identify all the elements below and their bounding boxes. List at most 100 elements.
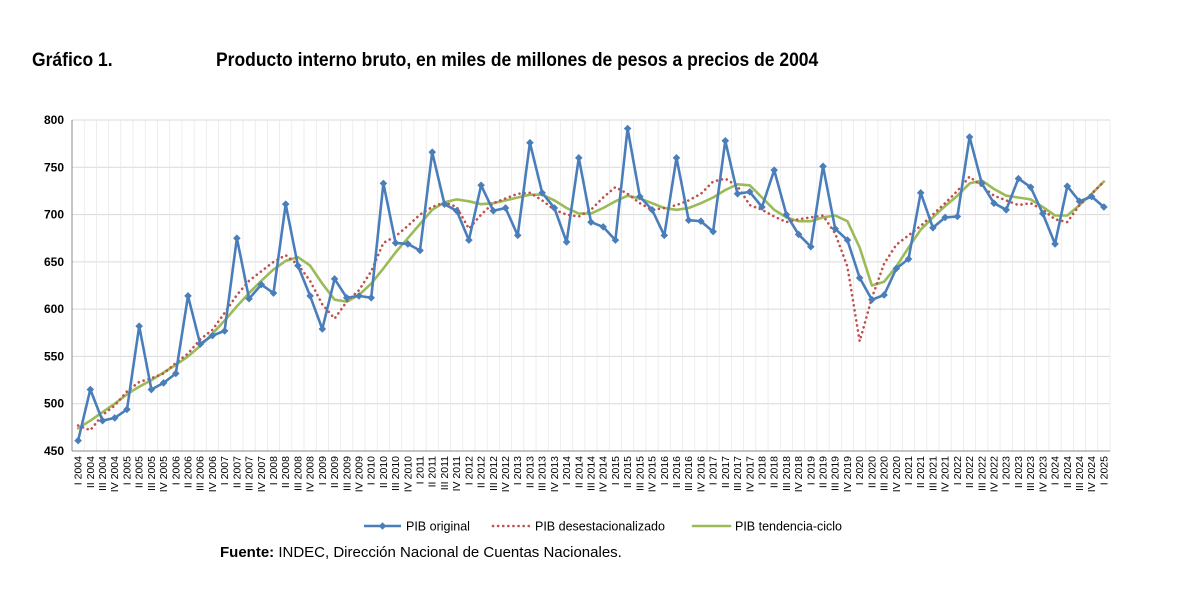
data-point [734,190,742,198]
axes [72,120,1110,451]
x-tick-label: II 2024 [1062,456,1074,488]
x-tick-label: II 2004 [85,456,97,488]
data-point [465,236,473,244]
x-tick-label: I 2018 [756,456,768,485]
x-tick-label: I 2010 [366,456,378,485]
x-tick-label: IV 2022 [988,456,1000,492]
y-tick-label: 750 [44,160,64,174]
source-text: INDEC, Dirección Nacional de Cuentas Nac… [274,544,622,561]
data-point [917,189,925,197]
x-tick-label: IV 2024 [1086,456,1098,492]
y-tick-label: 650 [44,255,64,269]
data-point [282,200,290,208]
x-tick-label: I 2021 [903,456,915,485]
x-tick-label: I 2020 [854,456,866,485]
x-tick-label: I 2008 [268,456,280,485]
data-point [575,154,583,162]
y-tick-label: 700 [44,208,64,222]
gridlines [72,120,1110,451]
x-tick-label: I 2013 [512,456,524,485]
x-tick-label: IV 2020 [891,456,903,492]
series-lines [74,125,1107,445]
x-tick-label: III 2006 [195,456,207,491]
data-point [87,386,95,394]
x-tick-label: IV 2015 [647,456,659,492]
data-point [221,327,229,335]
legend-label: PIB tendencia-ciclo [735,520,842,534]
data-point [74,437,82,445]
x-tick-label: II 2009 [329,456,341,488]
data-point [99,417,107,425]
data-point [428,148,436,156]
data-point [563,238,571,246]
x-tick-label: I 2014 [561,456,573,485]
data-point [966,133,974,141]
x-tick-label: I 2017 [708,456,720,485]
x-tick-label: I 2009 [317,456,329,485]
x-tick-label: IV 2013 [549,456,561,492]
x-tick-label: III 2019 [830,456,842,491]
legend-label: PIB desestacionalizado [535,520,665,534]
x-tick-label: III 2016 [683,456,695,491]
x-tick-label: II 2022 [964,456,976,488]
x-tick-label: II 2018 [769,456,781,488]
x-tick-label: IV 2014 [598,456,610,492]
data-point [514,232,522,240]
data-point [380,180,388,188]
x-tick-label: I 2007 [219,456,231,485]
data-point [502,204,510,212]
x-tick-label: III 2021 [927,456,939,491]
x-tick-label: I 2024 [1050,456,1062,485]
x-tick-label: II 2019 [818,456,830,488]
x-tick-label: III 2011 [439,456,451,490]
data-point [135,322,143,330]
x-tick-label: IV 2023 [1037,456,1049,492]
data-point [587,218,595,226]
x-tick-label: IV 2012 [500,456,512,492]
x-tick-label: IV 2005 [158,456,170,492]
x-tick-label: II 2005 [134,456,146,488]
x-tick-label: III 2018 [781,456,793,491]
x-tick-label: III 2022 [976,456,988,491]
x-tick-label: IV 2010 [402,456,414,492]
data-point [306,292,314,300]
x-tick-label: III 2015 [634,456,646,491]
x-tick-label: II 2008 [280,456,292,488]
legend: PIB original PIB desestacionalizado PIB te… [364,520,842,534]
x-tick-label: I 2004 [73,456,85,485]
x-tick-label: III 2009 [341,456,353,491]
data-point [819,163,827,171]
data-point [1051,240,1059,248]
x-axis-tick-labels: I 2004 II 2004 III 2004 IV 2004 I 2005 II 200… [73,456,1111,492]
source-label: Fuente: [220,544,274,561]
y-tick-label: 550 [44,349,64,363]
x-tick-label: II 2014 [573,456,585,488]
data-point [319,325,327,333]
x-tick-label: IV 2018 [793,456,805,492]
x-tick-label: III 2010 [390,456,402,491]
x-tick-label: III 2013 [537,456,549,491]
x-tick-label: II 2016 [671,456,683,488]
x-tick-label: I 2025 [1098,456,1110,485]
x-tick-label: IV 2006 [207,456,219,492]
x-tick-label: II 2021 [915,456,927,488]
x-tick-label: III 2020 [879,456,891,491]
x-tick-label: IV 2017 [744,456,756,492]
legend-label: PIB original [406,520,470,534]
x-tick-label: III 2004 [97,456,109,491]
data-point [722,137,730,145]
data-point [392,239,400,247]
x-tick-label: I 2011 [415,456,427,485]
x-tick-label: II 2017 [720,456,732,488]
x-tick-label: I 2022 [952,456,964,485]
x-tick-label: III 2005 [146,456,158,491]
x-tick-label: IV 2007 [256,456,268,492]
x-tick-label: III 2024 [1074,456,1086,491]
x-tick-label: II 2010 [378,456,390,488]
x-tick-label: I 2006 [170,456,182,485]
x-tick-label: III 2017 [732,456,744,491]
x-tick-label: IV 2009 [353,456,365,492]
x-tick-label: II 2013 [524,456,536,488]
x-tick-label: III 2023 [1025,456,1037,491]
